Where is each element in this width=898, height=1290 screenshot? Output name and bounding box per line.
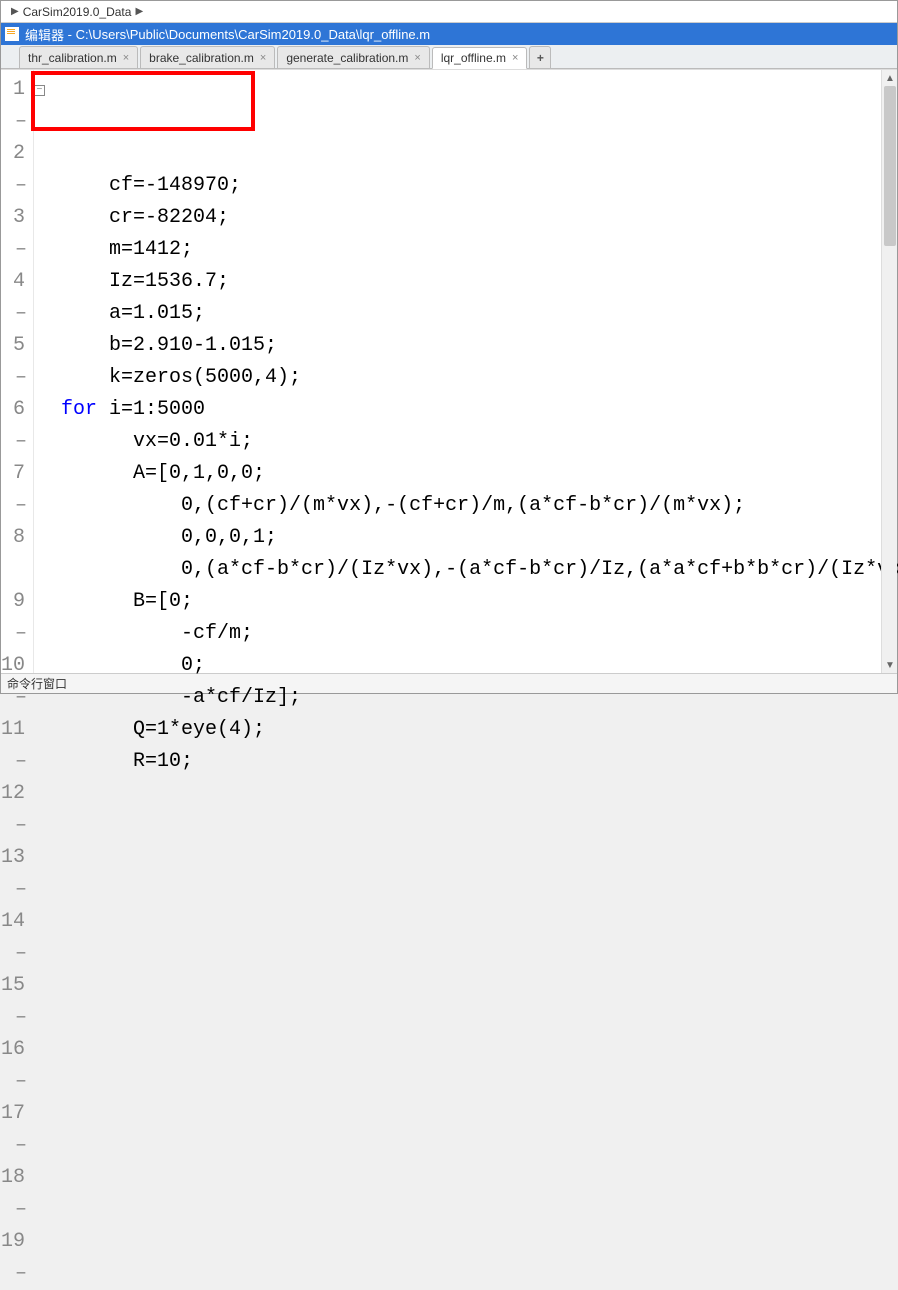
code-line[interactable]: 0;	[61, 650, 898, 682]
titlebar-editor-label: 编辑器	[25, 25, 64, 44]
code-line[interactable]: cf=-148970;	[61, 170, 898, 202]
code-line[interactable]: A=[0,1,0,0;	[61, 458, 898, 490]
line-number: 7 –	[1, 458, 25, 522]
line-number: 8	[1, 522, 25, 586]
code-line[interactable]: vx=0.01*i;	[61, 426, 898, 458]
scroll-up-icon[interactable]: ▲	[882, 70, 898, 86]
line-number: 14 –	[1, 906, 25, 970]
line-number: 10 –	[1, 650, 25, 714]
code-line[interactable]: Q=1*eye(4);	[61, 714, 898, 746]
file-tab[interactable]: generate_calibration.m ×	[277, 46, 430, 68]
breadcrumb-arrow-icon: ▶	[11, 6, 19, 17]
tab-label: thr_calibration.m	[28, 51, 117, 65]
code-line[interactable]: 0,(cf+cr)/(m*vx),-(cf+cr)/m,(a*cf-b*cr)/…	[61, 490, 898, 522]
line-number: 18 –	[1, 1162, 25, 1226]
close-icon[interactable]: ×	[414, 52, 420, 64]
tab-bar: thr_calibration.m×brake_calibration.m×ge…	[1, 45, 897, 69]
line-number: 11 –	[1, 714, 25, 778]
line-number: 13 –	[1, 842, 25, 906]
document-icon	[5, 27, 19, 41]
line-number: 12 –	[1, 778, 25, 842]
line-number: 17 –	[1, 1098, 25, 1162]
line-number-gutter: 1 –2 –3 –4 –5 –6 –7 –8 9 –10 –11 –12 –13…	[1, 70, 34, 673]
line-number: 9 –	[1, 586, 25, 650]
tab-label: brake_calibration.m	[149, 51, 254, 65]
close-icon[interactable]: ×	[512, 52, 518, 64]
code-line[interactable]: R=10;	[61, 746, 898, 778]
tab-label: lqr_offline.m	[441, 51, 506, 65]
file-tab[interactable]: thr_calibration.m ×	[19, 46, 138, 68]
breadcrumb-arrow-icon: ▶	[135, 6, 143, 17]
highlight-annotation	[31, 71, 255, 131]
line-number: 5 –	[1, 330, 25, 394]
line-number: 6 –	[1, 394, 25, 458]
line-number: 3 –	[1, 202, 25, 266]
editor-area: 1 –2 –3 –4 –5 –6 –7 –8 9 –10 –11 –12 –13…	[1, 69, 897, 673]
close-icon[interactable]: ×	[123, 52, 129, 64]
code-line[interactable]: -a*cf/Iz];	[61, 682, 898, 714]
fold-column: −	[34, 70, 45, 673]
line-number: 19 –	[1, 1226, 25, 1290]
code-line[interactable]: k=zeros(5000,4);	[61, 362, 898, 394]
line-number: 16 –	[1, 1034, 25, 1098]
code-line[interactable]: a=1.015;	[61, 298, 898, 330]
add-tab-button[interactable]: +	[529, 46, 551, 68]
file-tab[interactable]: lqr_offline.m ×	[432, 47, 528, 69]
line-number: 2 –	[1, 138, 25, 202]
code-area[interactable]: cf=-148970; cr=-82204; m=1412; Iz=1536.7…	[45, 70, 898, 673]
titlebar-filepath: C:\Users\Public\Documents\CarSim2019.0_D…	[76, 27, 431, 42]
line-number: 4 –	[1, 266, 25, 330]
close-icon[interactable]: ×	[260, 52, 266, 64]
code-line[interactable]: B=[0;	[61, 586, 898, 618]
code-line[interactable]: 0,(a*cf-b*cr)/(Iz*vx),-(a*cf-b*cr)/Iz,(a…	[61, 554, 898, 586]
code-line[interactable]: cr=-82204;	[61, 202, 898, 234]
breadcrumb[interactable]: ▶ CarSim2019.0_Data ▶	[1, 1, 897, 23]
titlebar-separator: -	[64, 27, 76, 42]
tab-label: generate_calibration.m	[286, 51, 408, 65]
scroll-down-icon[interactable]: ▼	[882, 657, 898, 673]
code-line[interactable]: Iz=1536.7;	[61, 266, 898, 298]
vertical-scrollbar[interactable]: ▲ ▼	[881, 70, 897, 673]
code-line[interactable]: b=2.910-1.015;	[61, 330, 898, 362]
code-line[interactable]: for i=1:5000	[61, 394, 898, 426]
scrollbar-thumb[interactable]	[884, 86, 896, 246]
code-line[interactable]: -cf/m;	[61, 618, 898, 650]
code-line[interactable]: 0,0,0,1;	[61, 522, 898, 554]
fold-toggle[interactable]: −	[34, 74, 45, 106]
file-tab[interactable]: brake_calibration.m ×	[140, 46, 275, 68]
breadcrumb-segment[interactable]: CarSim2019.0_Data	[23, 5, 132, 19]
code-line[interactable]: m=1412;	[61, 234, 898, 266]
line-number: 1 –	[1, 74, 25, 138]
line-number: 15 –	[1, 970, 25, 1034]
editor-titlebar: 编辑器 - C:\Users\Public\Documents\CarSim20…	[1, 23, 897, 45]
